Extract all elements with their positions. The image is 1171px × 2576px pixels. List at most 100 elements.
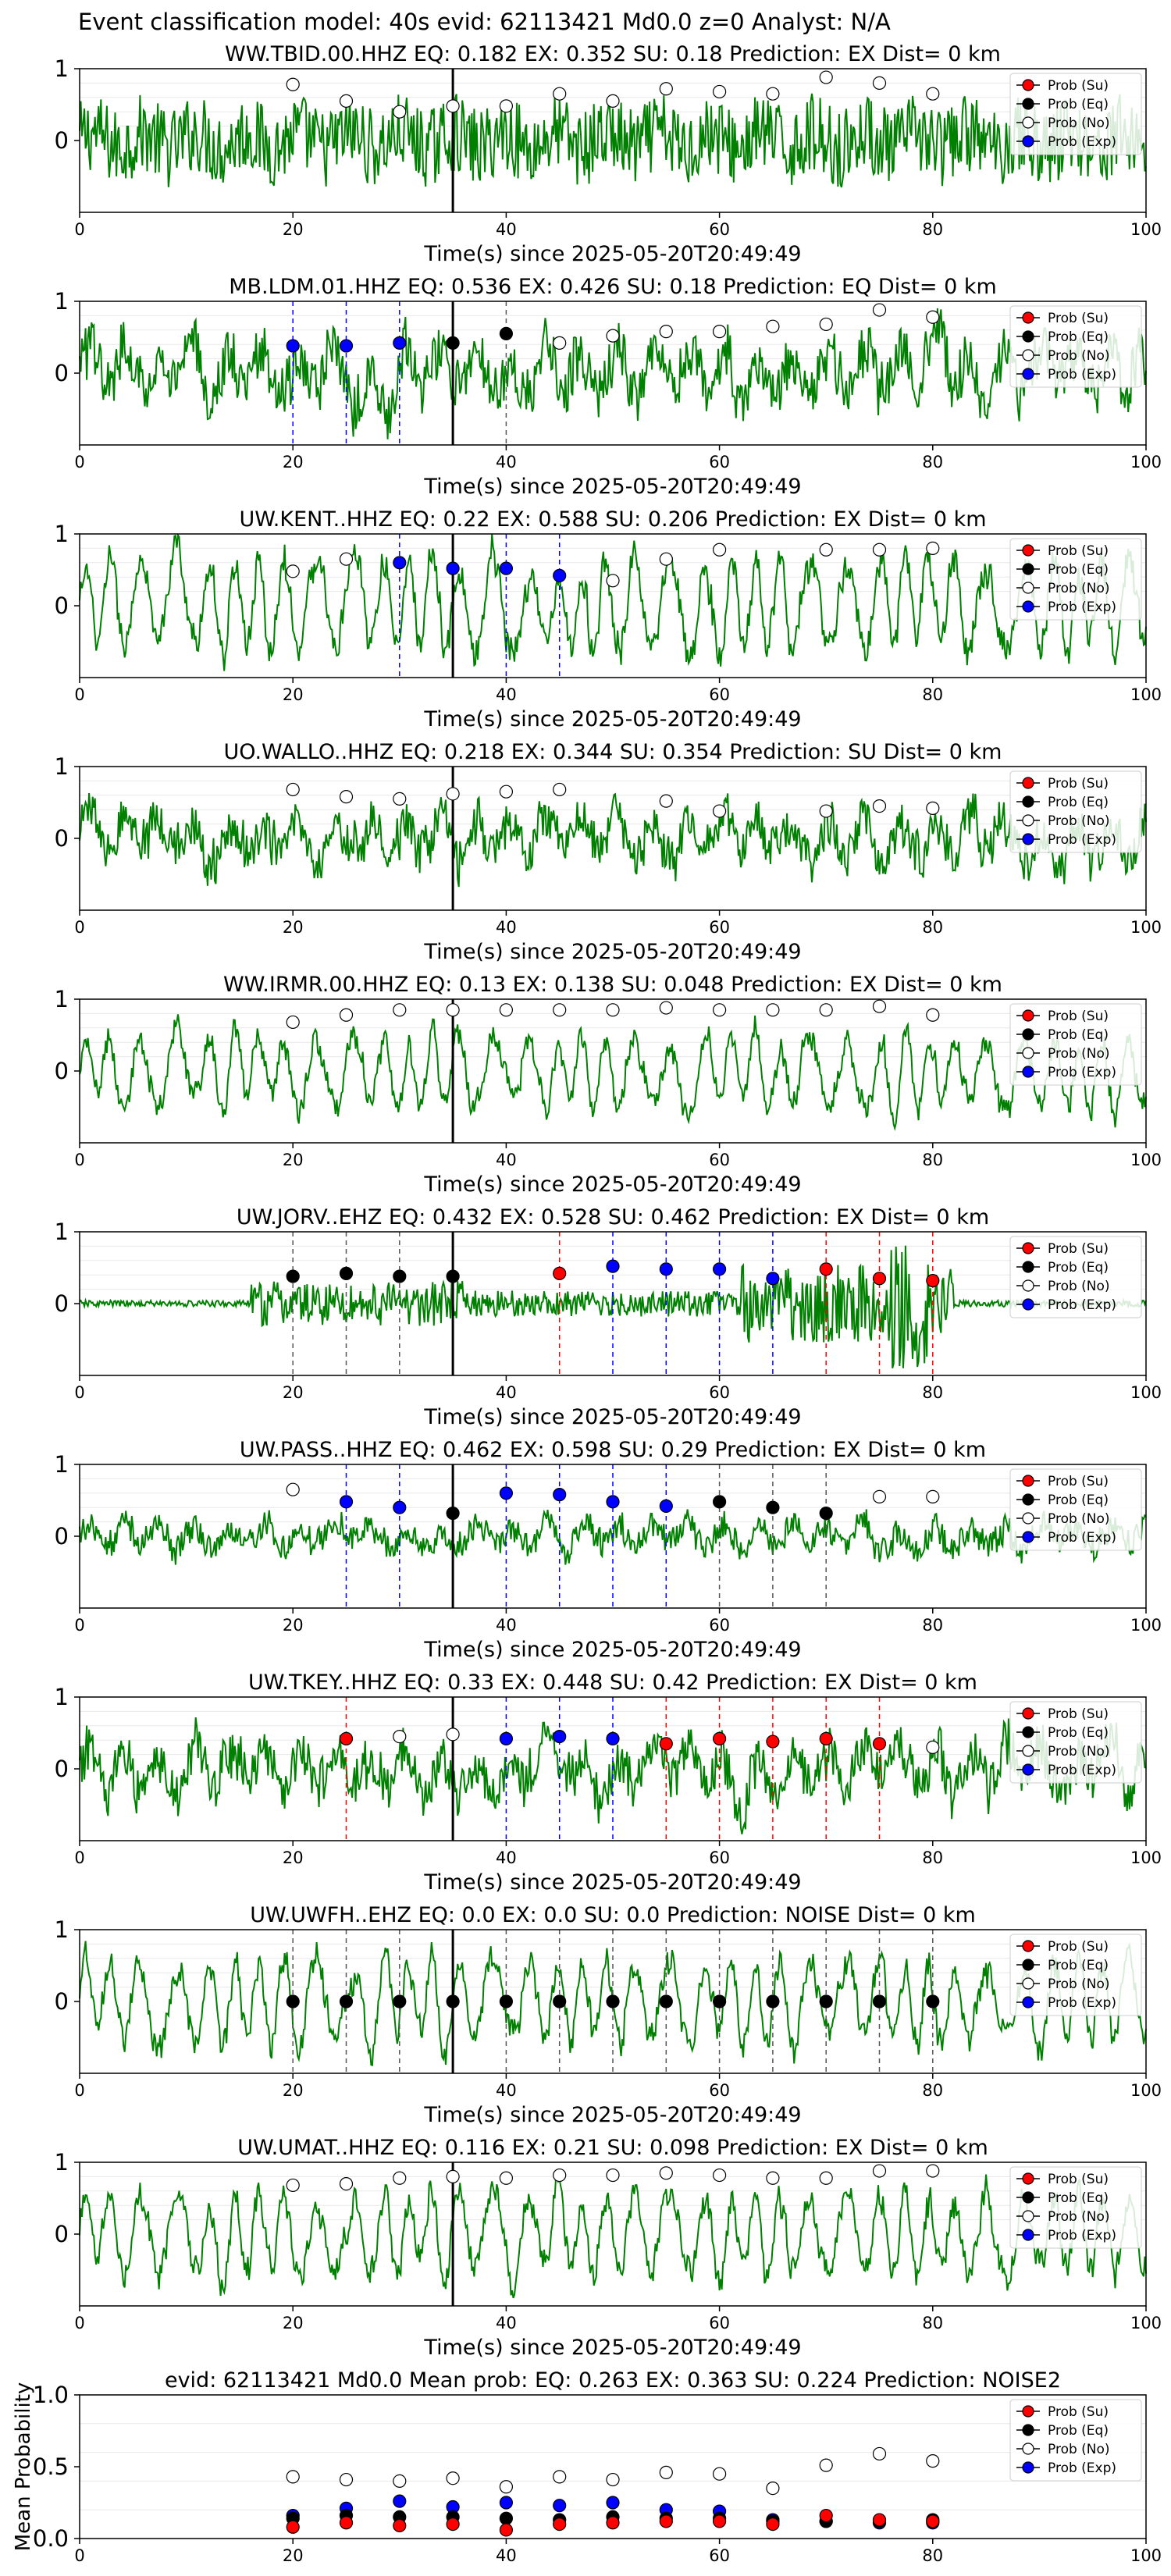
- probability-point: [659, 1499, 673, 1513]
- x-tick-label: 40: [496, 453, 517, 471]
- legend-label: Prob (Su): [1048, 1706, 1109, 1722]
- x-tick-label: 80: [922, 220, 943, 239]
- x-tick-label: 100: [1130, 1848, 1162, 1867]
- legend-label: Prob (Eq): [1048, 1725, 1109, 1741]
- mean-probability-point: [499, 2511, 514, 2525]
- x-tick-label: 60: [709, 918, 730, 937]
- x-tick-label: 20: [283, 1848, 304, 1867]
- probability-point: [499, 1486, 514, 1500]
- legend: Prob (Su) Prob (Eq) Prob (No) Prob (Exp): [1009, 1003, 1142, 1086]
- legend-box: [1009, 1003, 1142, 1086]
- probability-point: [286, 564, 300, 578]
- x-tick-label: 80: [922, 2314, 943, 2332]
- x-tick-label: 0: [74, 1151, 84, 1169]
- x-tick-label: 0: [74, 1616, 84, 1635]
- x-tick-label: 60: [709, 1848, 730, 1867]
- probability-point: [499, 1003, 514, 1017]
- x-tick-label: 40: [496, 2546, 517, 2565]
- y-tick-label: 0: [55, 1290, 69, 1317]
- panel-title: evid: 62113421 Md0.0 Mean prob: EQ: 0.26…: [165, 2368, 1061, 2393]
- probability-point: [766, 1500, 780, 1514]
- probability-point: [553, 87, 567, 101]
- probability-point: [446, 561, 460, 575]
- legend-label: Prob (Exp): [1048, 1995, 1116, 2011]
- legend-label: Prob (Eq): [1048, 1493, 1109, 1508]
- probability-point: [286, 2178, 300, 2193]
- legend-marker: [1022, 1977, 1034, 1990]
- legend-label: Prob (Su): [1048, 1474, 1109, 1489]
- legend-marker: [1022, 1726, 1034, 1738]
- probability-point: [393, 1730, 407, 1744]
- probability-point: [712, 2168, 727, 2183]
- legend-marker: [1022, 2461, 1034, 2474]
- legend-label: Prob (No): [1048, 348, 1110, 364]
- x-tick-label: 60: [709, 685, 730, 704]
- x-tick-label: 60: [709, 220, 730, 239]
- legend-marker: [1022, 1531, 1034, 1543]
- panel-title: UW.UWFH..EHZ EQ: 0.0 EX: 0.0 SU: 0.0 Pre…: [250, 1903, 976, 1927]
- x-axis-label: Time(s) since 2025-05-20T20:49:49: [423, 242, 801, 266]
- x-tick-label: 0: [74, 685, 84, 704]
- x-axis-label: Time(s) since 2025-05-20T20:49:49: [423, 1405, 801, 1429]
- x-tick-label: 0: [74, 2546, 84, 2565]
- legend-marker: [1022, 98, 1034, 110]
- mean-probability-point: [872, 2446, 887, 2461]
- mean-probability-point: [339, 2472, 354, 2487]
- x-tick-label: 80: [922, 1151, 943, 1169]
- probability-point: [659, 325, 673, 339]
- probability-point: [819, 2171, 833, 2185]
- legend-marker: [1022, 1028, 1034, 1041]
- probability-point: [393, 792, 407, 806]
- y-tick-label: 0: [55, 1523, 69, 1550]
- probability-point: [499, 785, 514, 799]
- probability-point: [872, 1272, 887, 1286]
- probability-point: [659, 794, 673, 808]
- legend-box: [1009, 73, 1142, 155]
- y-tick-label: 1: [55, 753, 69, 780]
- probability-point: [819, 1262, 833, 1276]
- y-tick-label: 0: [55, 1756, 69, 1782]
- legend-marker: [1022, 79, 1034, 91]
- probability-point: [286, 782, 300, 797]
- probability-point: [499, 2171, 514, 2185]
- probability-point: [872, 799, 887, 813]
- probability-point: [553, 782, 567, 797]
- probability-point: [926, 310, 940, 324]
- probability-point: [766, 1735, 780, 1749]
- probability-point: [553, 1994, 567, 2008]
- probability-point: [339, 1266, 354, 1280]
- x-axis-label: Time(s) since 2025-05-20T20:49:49: [423, 475, 801, 499]
- mean-probability-point: [659, 2465, 673, 2479]
- legend-marker: [1022, 311, 1034, 324]
- legend-marker: [1022, 2210, 1034, 2222]
- mean-probability-point: [712, 2514, 727, 2528]
- chart-panel-6: UW.JORV..EHZ EQ: 0.432 EX: 0.528 SU: 0.4…: [55, 1205, 1162, 1429]
- mean-probability-point: [286, 2520, 300, 2534]
- probability-point: [553, 1266, 567, 1280]
- probability-point: [286, 1482, 300, 1496]
- x-tick-label: 20: [283, 2546, 304, 2565]
- mean-probability-point: [766, 2482, 780, 2496]
- legend-label: Prob (Su): [1048, 1009, 1109, 1024]
- legend-label: Prob (Eq): [1048, 1260, 1109, 1276]
- x-tick-label: 100: [1130, 918, 1162, 937]
- panel-title: WW.IRMR.00.HHZ EQ: 0.13 EX: 0.138 SU: 0.…: [223, 973, 1002, 997]
- probability-point: [606, 1495, 620, 1509]
- legend: Prob (Su) Prob (Eq) Prob (No) Prob (Exp): [1009, 1701, 1142, 1784]
- x-tick-label: 20: [283, 1616, 304, 1635]
- legend-box: [1009, 1236, 1142, 1318]
- legend-marker: [1022, 1940, 1034, 1952]
- probability-point: [766, 1272, 780, 1286]
- x-tick-label: 100: [1130, 1383, 1162, 1402]
- chart-panel-5: WW.IRMR.00.HHZ EQ: 0.13 EX: 0.138 SU: 0.…: [55, 973, 1162, 1197]
- probability-point: [499, 1731, 514, 1745]
- mean-probability-point: [499, 2480, 514, 2494]
- legend-box: [1009, 305, 1142, 388]
- probability-point: [819, 1506, 833, 1521]
- probability-point: [446, 1003, 460, 1017]
- mean-probability-point: [872, 2513, 887, 2527]
- probability-point: [446, 787, 460, 801]
- y-tick-label: 0: [55, 360, 69, 386]
- legend-marker: [1022, 1261, 1034, 1273]
- probability-point: [499, 1994, 514, 2008]
